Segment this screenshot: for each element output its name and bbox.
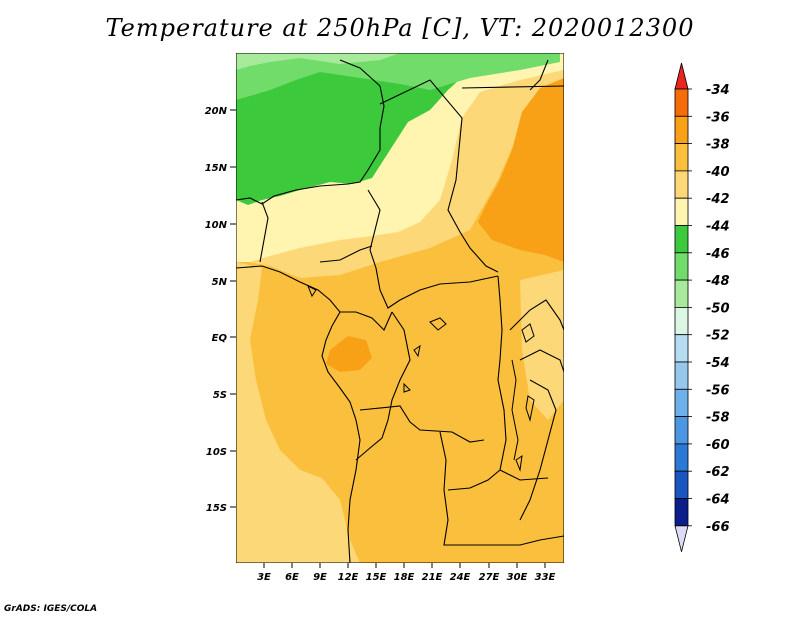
lat-label: 10N xyxy=(205,220,228,231)
lat-label: 15N xyxy=(205,163,228,174)
colorbar-swatch xyxy=(674,470,689,499)
colorbar-swatch xyxy=(674,416,689,445)
temperature-field-40-south xyxy=(236,262,360,563)
grads-credit: GrADS: IGES/COLA xyxy=(4,604,98,614)
lat-axis xyxy=(230,109,236,508)
lon-label: 9E xyxy=(313,572,327,583)
colorbar-label: -60 xyxy=(706,438,730,453)
colorbar-swatch xyxy=(674,306,689,336)
lat-label: EQ xyxy=(212,333,228,344)
map-title: Temperature at 250hPa [C], VT: 202001230… xyxy=(105,14,695,42)
colorbar-swatch xyxy=(674,170,689,199)
colorbar-label: -48 xyxy=(706,274,730,289)
lon-label: 24E xyxy=(450,572,471,583)
map-panel xyxy=(236,53,564,563)
temperature-field-36 xyxy=(478,78,564,262)
colorbar-label: -64 xyxy=(706,493,730,508)
colorbar-swatch xyxy=(674,225,689,254)
colorbar-swatch xyxy=(674,197,689,226)
temperature-field-40-east xyxy=(520,270,564,420)
colorbar-label: -58 xyxy=(706,411,730,426)
lat-label: 20N xyxy=(205,106,228,117)
lon-label: 3E xyxy=(257,572,271,583)
temperature-field-44 xyxy=(236,53,480,205)
colorbar-swatch xyxy=(674,279,689,308)
colorbar: -34 -36 -38 -40 -42 -44 -46 -48 -50 -52 -54 -56 -58 -… xyxy=(674,62,730,552)
colorbar-label: -56 xyxy=(706,383,730,398)
lat-label: 15S xyxy=(206,503,227,514)
colorbar-label: -52 xyxy=(706,329,730,344)
colorbar-swatch xyxy=(674,252,689,281)
borders xyxy=(236,59,564,563)
lon-label: 18E xyxy=(394,572,415,583)
temperature-field-46 xyxy=(236,53,560,100)
temperature-field-48 xyxy=(236,53,400,70)
temperature-field-36-congo xyxy=(326,336,372,372)
colorbar-swatch xyxy=(674,88,689,117)
lon-label: 15E xyxy=(366,572,387,583)
lon-axis xyxy=(263,563,546,568)
lon-label: 33E xyxy=(535,572,556,583)
lat-labels: 20N 15N 10N 5N EQ 5S 10S 15S xyxy=(205,106,228,514)
colorbar-label: -34 xyxy=(706,83,730,98)
lon-labels: 3E 6E 9E 12E 15E 18E 21E 24E 27E 30E 33E xyxy=(257,572,555,583)
colorbar-swatch xyxy=(674,388,689,417)
lon-label: 27E xyxy=(479,572,500,583)
lon-label: 30E xyxy=(507,572,528,583)
colorbar-label: -46 xyxy=(706,247,730,262)
colorbar-label: -40 xyxy=(706,165,730,180)
colorbar-label: -54 xyxy=(706,356,730,371)
lon-label: 12E xyxy=(338,572,359,583)
colorbar-swatch xyxy=(674,361,689,390)
lat-label: 5S xyxy=(213,390,227,401)
colorbar-label: -42 xyxy=(706,192,730,207)
colorbar-label: -36 xyxy=(706,110,730,125)
colorbar-cap-top xyxy=(674,62,689,90)
lat-label: 5N xyxy=(212,277,228,288)
colorbar-swatch xyxy=(674,115,689,145)
lakes xyxy=(307,284,535,472)
colorbar-label: -66 xyxy=(706,520,730,535)
lat-label: 10S xyxy=(206,447,227,458)
lon-label: 21E xyxy=(422,572,443,583)
colorbar-label: -50 xyxy=(706,301,730,316)
colorbar-label: -62 xyxy=(706,465,730,480)
colorbar-swatch xyxy=(674,334,689,363)
colorbar-swatch xyxy=(674,498,689,527)
lon-label: 6E xyxy=(285,572,299,583)
colorbar-cap-bottom xyxy=(674,525,689,552)
colorbar-swatch xyxy=(674,143,689,172)
colorbar-label: -38 xyxy=(706,138,730,153)
colorbar-swatch xyxy=(674,443,689,472)
colorbar-label: -44 xyxy=(706,220,730,235)
